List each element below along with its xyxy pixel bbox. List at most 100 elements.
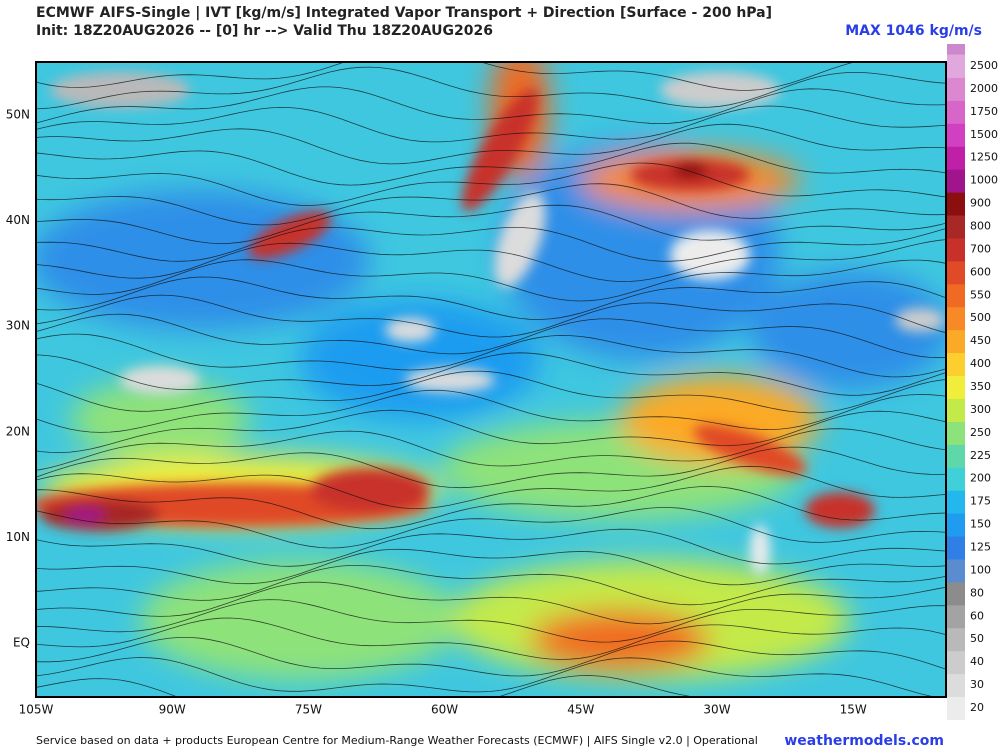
map-field <box>36 62 946 697</box>
colorbar-label: 900 <box>970 197 991 210</box>
streamline <box>36 162 946 206</box>
map-frame <box>35 61 947 698</box>
colorbar-label: 400 <box>970 357 991 370</box>
colorbar-label: 1000 <box>970 174 998 187</box>
colorbar-swatch <box>947 192 965 216</box>
streamline <box>36 259 946 302</box>
title: ECMWF AIFS-Single | IVT [kg/m/s] Integra… <box>36 5 772 21</box>
colorbar-label: 1500 <box>970 128 998 141</box>
lat-label: 40N <box>6 213 30 227</box>
colorbar-label: 50 <box>970 632 984 645</box>
colorbar-swatch <box>947 627 965 652</box>
colorbar-swatch <box>947 100 965 124</box>
colorbar-swatch <box>947 215 965 239</box>
colorbar-label: 800 <box>970 220 991 233</box>
colorbar-label: 2500 <box>970 59 998 72</box>
colorbar-swatch <box>947 77 965 101</box>
colorbar-label: 1250 <box>970 151 998 164</box>
streamline <box>36 465 946 510</box>
colorbar-label: 2000 <box>970 82 998 95</box>
streamline <box>36 142 946 186</box>
colorbar-label: 100 <box>970 563 991 576</box>
colorbar-swatch <box>947 352 965 377</box>
colorbar-label: 450 <box>970 334 991 347</box>
colorbar-label: 30 <box>970 678 984 691</box>
lat-label: 50N <box>6 108 30 122</box>
colorbar-label: 225 <box>970 449 991 462</box>
colorbar-label: 200 <box>970 472 991 485</box>
footer-credit: Service based on data + products Europea… <box>36 734 758 747</box>
streamline <box>36 389 946 433</box>
colorbar-label: 700 <box>970 242 991 255</box>
streamline <box>36 183 946 226</box>
lat-label: 20N <box>6 424 30 438</box>
colorbar-swatch <box>947 398 965 422</box>
colorbar-label: 550 <box>970 288 991 301</box>
streamline <box>36 528 946 567</box>
lon-label: 30W <box>703 703 730 717</box>
streamline <box>36 333 946 378</box>
streamline <box>36 617 946 660</box>
colorbar-swatch <box>947 54 965 78</box>
streamline <box>36 565 946 606</box>
colorbar-swatch <box>947 558 965 583</box>
colorbar-swatch <box>947 513 965 537</box>
streamline <box>36 507 946 549</box>
streamline <box>36 123 946 165</box>
streamline <box>36 657 938 697</box>
streamline <box>36 239 946 283</box>
lat-label: 10N <box>6 530 30 544</box>
streamline <box>36 637 946 677</box>
lat-label: EQ <box>13 636 30 650</box>
streamline <box>36 204 946 245</box>
streamline <box>36 294 946 338</box>
colorbar-label: 80 <box>970 586 984 599</box>
subtitle: Init: 18Z20AUG2026 -- [0] hr --> Valid T… <box>36 23 493 39</box>
colorbar-swatch <box>947 696 965 720</box>
streamline <box>36 409 946 454</box>
colorbar-swatch <box>947 260 965 285</box>
colorbar-label: 175 <box>970 495 991 508</box>
colorbar-swatch <box>947 146 965 170</box>
colorbar-swatch <box>947 444 965 468</box>
streamline <box>36 548 946 586</box>
colorbar-swatch <box>947 421 965 445</box>
colorbar-swatch <box>947 604 965 629</box>
lat-label: 30N <box>6 319 30 333</box>
streamline <box>36 428 946 471</box>
lon-label: 15W <box>840 703 867 717</box>
lon-label: 90W <box>159 703 186 717</box>
colorbar-swatch <box>947 673 965 698</box>
max-label: MAX 1046 kg/m/s <box>845 23 982 39</box>
streamline <box>36 486 946 530</box>
streamline <box>36 313 946 359</box>
streamline <box>36 352 946 396</box>
colorbar-label: 250 <box>970 426 991 439</box>
streamline <box>36 86 946 125</box>
colorbar-swatch <box>947 650 965 675</box>
brand: weathermodels.com <box>784 733 944 749</box>
colorbar-label: 20 <box>970 701 984 714</box>
colorbar-label: 60 <box>970 609 984 622</box>
colorbar-label: 300 <box>970 403 991 416</box>
colorbar-label: 125 <box>970 541 991 554</box>
lon-label: 60W <box>431 703 458 717</box>
colorbar-swatch <box>947 375 965 399</box>
colorbar-label: 40 <box>970 655 984 668</box>
streamline <box>36 446 946 489</box>
streamline <box>36 105 946 143</box>
colorbar-swatch <box>947 169 965 193</box>
colorbar-swatch <box>947 536 965 560</box>
streamline <box>36 276 946 320</box>
streamline <box>36 62 857 91</box>
colorbar-label: 350 <box>970 380 991 393</box>
colorbar-label: 150 <box>970 518 991 531</box>
colorbar-swatch <box>947 283 965 308</box>
colorbar-swatch <box>947 467 965 491</box>
colorbar-label: 600 <box>970 265 991 278</box>
colorbar-swatch <box>947 306 965 331</box>
colorbar-swatch <box>947 329 965 354</box>
streamline <box>36 581 946 625</box>
lon-label: 75W <box>295 703 322 717</box>
